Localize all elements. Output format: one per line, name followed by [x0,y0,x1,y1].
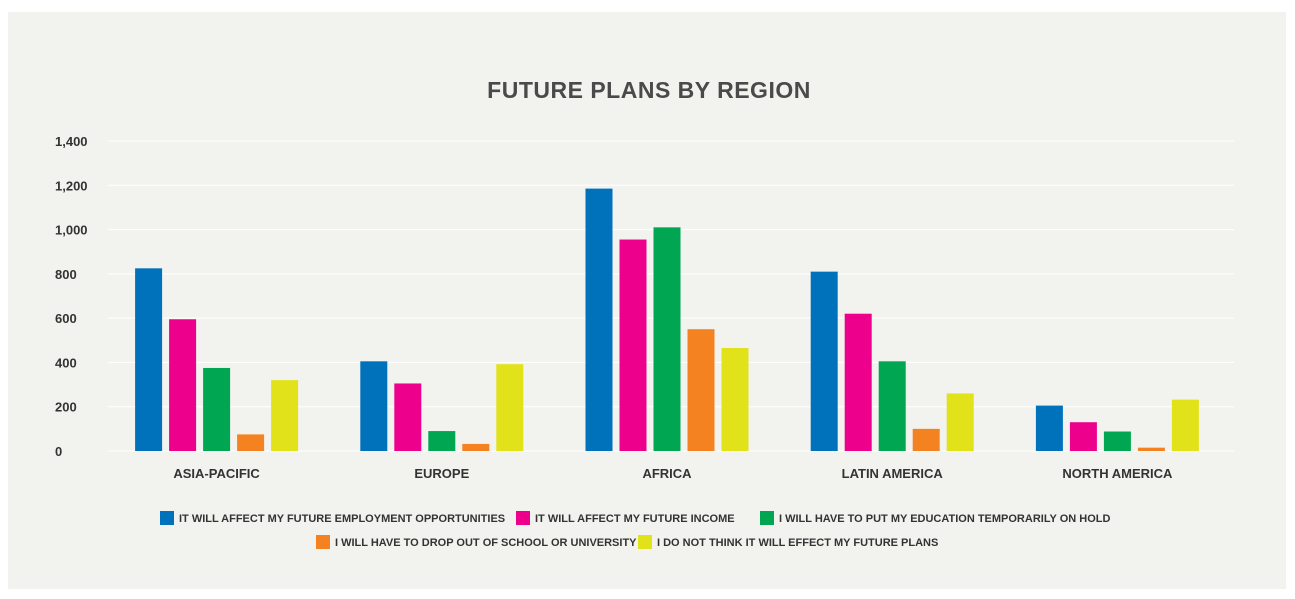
legend-swatch [638,535,652,549]
bar [360,361,388,451]
bar [653,227,681,451]
legend-label: IT WILL AFFECT MY FUTURE EMPLOYMENT OPPO… [179,513,505,525]
bar [1035,405,1063,451]
bar [1103,431,1131,451]
bar [428,431,456,451]
y-tick-label: 0 [55,444,62,459]
bar [1069,422,1097,451]
bar [135,268,163,451]
bar [721,348,749,451]
y-tick-label: 400 [55,355,77,370]
chart-title: FUTURE PLANS BY REGION [487,77,811,103]
bar [1171,399,1199,451]
legend-label: I WILL HAVE TO DROP OUT OF SCHOOL OR UNI… [335,537,637,549]
legend-label: I WILL HAVE TO PUT MY EDUCATION TEMPORAR… [779,513,1111,525]
x-category-label: AFRICA [642,466,692,481]
bar [271,380,299,451]
bar [585,188,613,451]
bar [496,364,524,451]
bar [203,367,231,451]
legend-swatch [760,511,774,525]
legend-label: IT WILL AFFECT MY FUTURE INCOME [535,513,735,525]
bar [687,329,715,451]
y-tick-label: 1,400 [55,134,88,149]
bar [237,434,265,451]
y-tick-label: 800 [55,267,77,282]
x-category-label: EUROPE [414,466,469,481]
x-axis-categories: ASIA-PACIFIC EUROPE AFRICA LATIN AMERICA NOR… [173,466,1173,481]
y-tick-label: 1,000 [55,223,88,238]
bar [844,313,872,451]
bar [169,319,197,451]
y-tick-label: 600 [55,311,77,326]
chart-card: FUTURE PLANS BY REGION 0 200 400 600 800 1,00… [8,12,1286,589]
bar [394,383,422,451]
x-category-label: ASIA-PACIFIC [173,466,260,481]
x-category-label: LATIN AMERICA [842,466,944,481]
y-tick-label: 1,200 [55,178,88,193]
bar [1137,447,1165,451]
y-axis-ticks: 0 200 400 600 800 1,000 1,200 1,400 [55,134,88,459]
bar [619,239,647,451]
bar [810,271,838,451]
bar-chart: FUTURE PLANS BY REGION 0 200 400 600 800 1,00… [55,77,1234,549]
bar [946,393,974,451]
bars [135,188,1199,451]
bar [462,443,490,451]
legend-swatch [160,511,174,525]
legend-swatch [316,535,330,549]
legend-label: I DO NOT THINK IT WILL EFFECT MY FUTURE … [657,537,938,549]
legend-swatch [516,511,530,525]
bar [912,428,940,451]
x-category-label: NORTH AMERICA [1062,466,1173,481]
legend: IT WILL AFFECT MY FUTURE EMPLOYMENT OPPO… [160,511,1111,549]
y-tick-label: 200 [55,400,77,415]
bar [878,361,906,451]
